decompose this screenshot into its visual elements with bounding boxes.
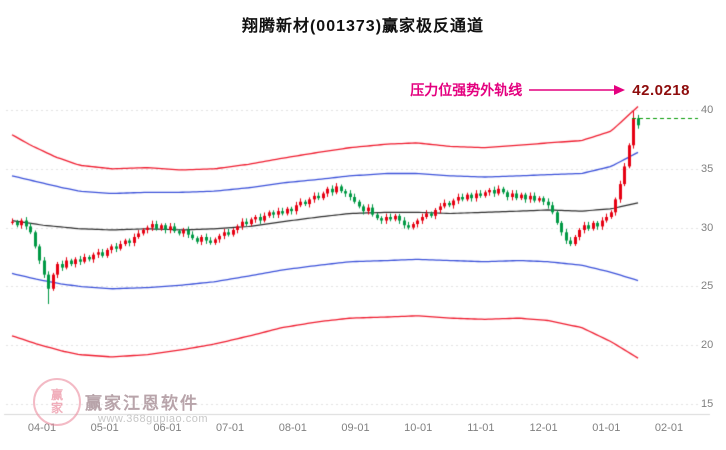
x-axis-tick: 11-01 bbox=[467, 422, 495, 434]
y-axis-tick: 30 bbox=[701, 221, 714, 234]
watermark-brand: 赢家江恩软件 bbox=[85, 394, 199, 413]
x-axis-tick: 08-01 bbox=[278, 422, 307, 434]
x-axis-tick: 10-01 bbox=[404, 422, 433, 434]
x-axis-tick: 06-01 bbox=[153, 422, 182, 434]
y-axis-tick: 15 bbox=[701, 398, 714, 410]
x-axis-tick: 09-01 bbox=[341, 422, 370, 434]
pressure-value: 42.0218 bbox=[632, 81, 690, 99]
pressure-annotation: 压力位强势外轨线 42.0218 bbox=[410, 80, 690, 100]
watermark-seal-icon: 赢家 bbox=[33, 378, 81, 426]
watermark-seal-text: 赢家 bbox=[50, 388, 63, 415]
x-axis-tick: 12-01 bbox=[529, 422, 558, 434]
y-axis-tick: 40 bbox=[701, 104, 714, 116]
pressure-arrow-icon bbox=[529, 85, 626, 95]
y-axis-tick: 25 bbox=[701, 280, 714, 293]
page-title: 翔腾新材(001373)赢家极反通道 bbox=[241, 18, 485, 35]
pressure-annotation-label: 压力位强势外轨线 bbox=[410, 82, 523, 98]
y-axis-tick: 20 bbox=[701, 339, 714, 352]
x-axis-tick: 07-01 bbox=[216, 422, 245, 434]
y-axis-tick: 35 bbox=[701, 162, 714, 175]
x-axis-tick: 01-01 bbox=[592, 422, 621, 434]
x-axis-tick: 02-01 bbox=[654, 422, 684, 434]
watermark-site: www.368gupiao.com bbox=[98, 413, 209, 425]
x-axis-tick: 04-01 bbox=[27, 422, 57, 434]
x-axis-tick: 05-01 bbox=[90, 422, 119, 434]
